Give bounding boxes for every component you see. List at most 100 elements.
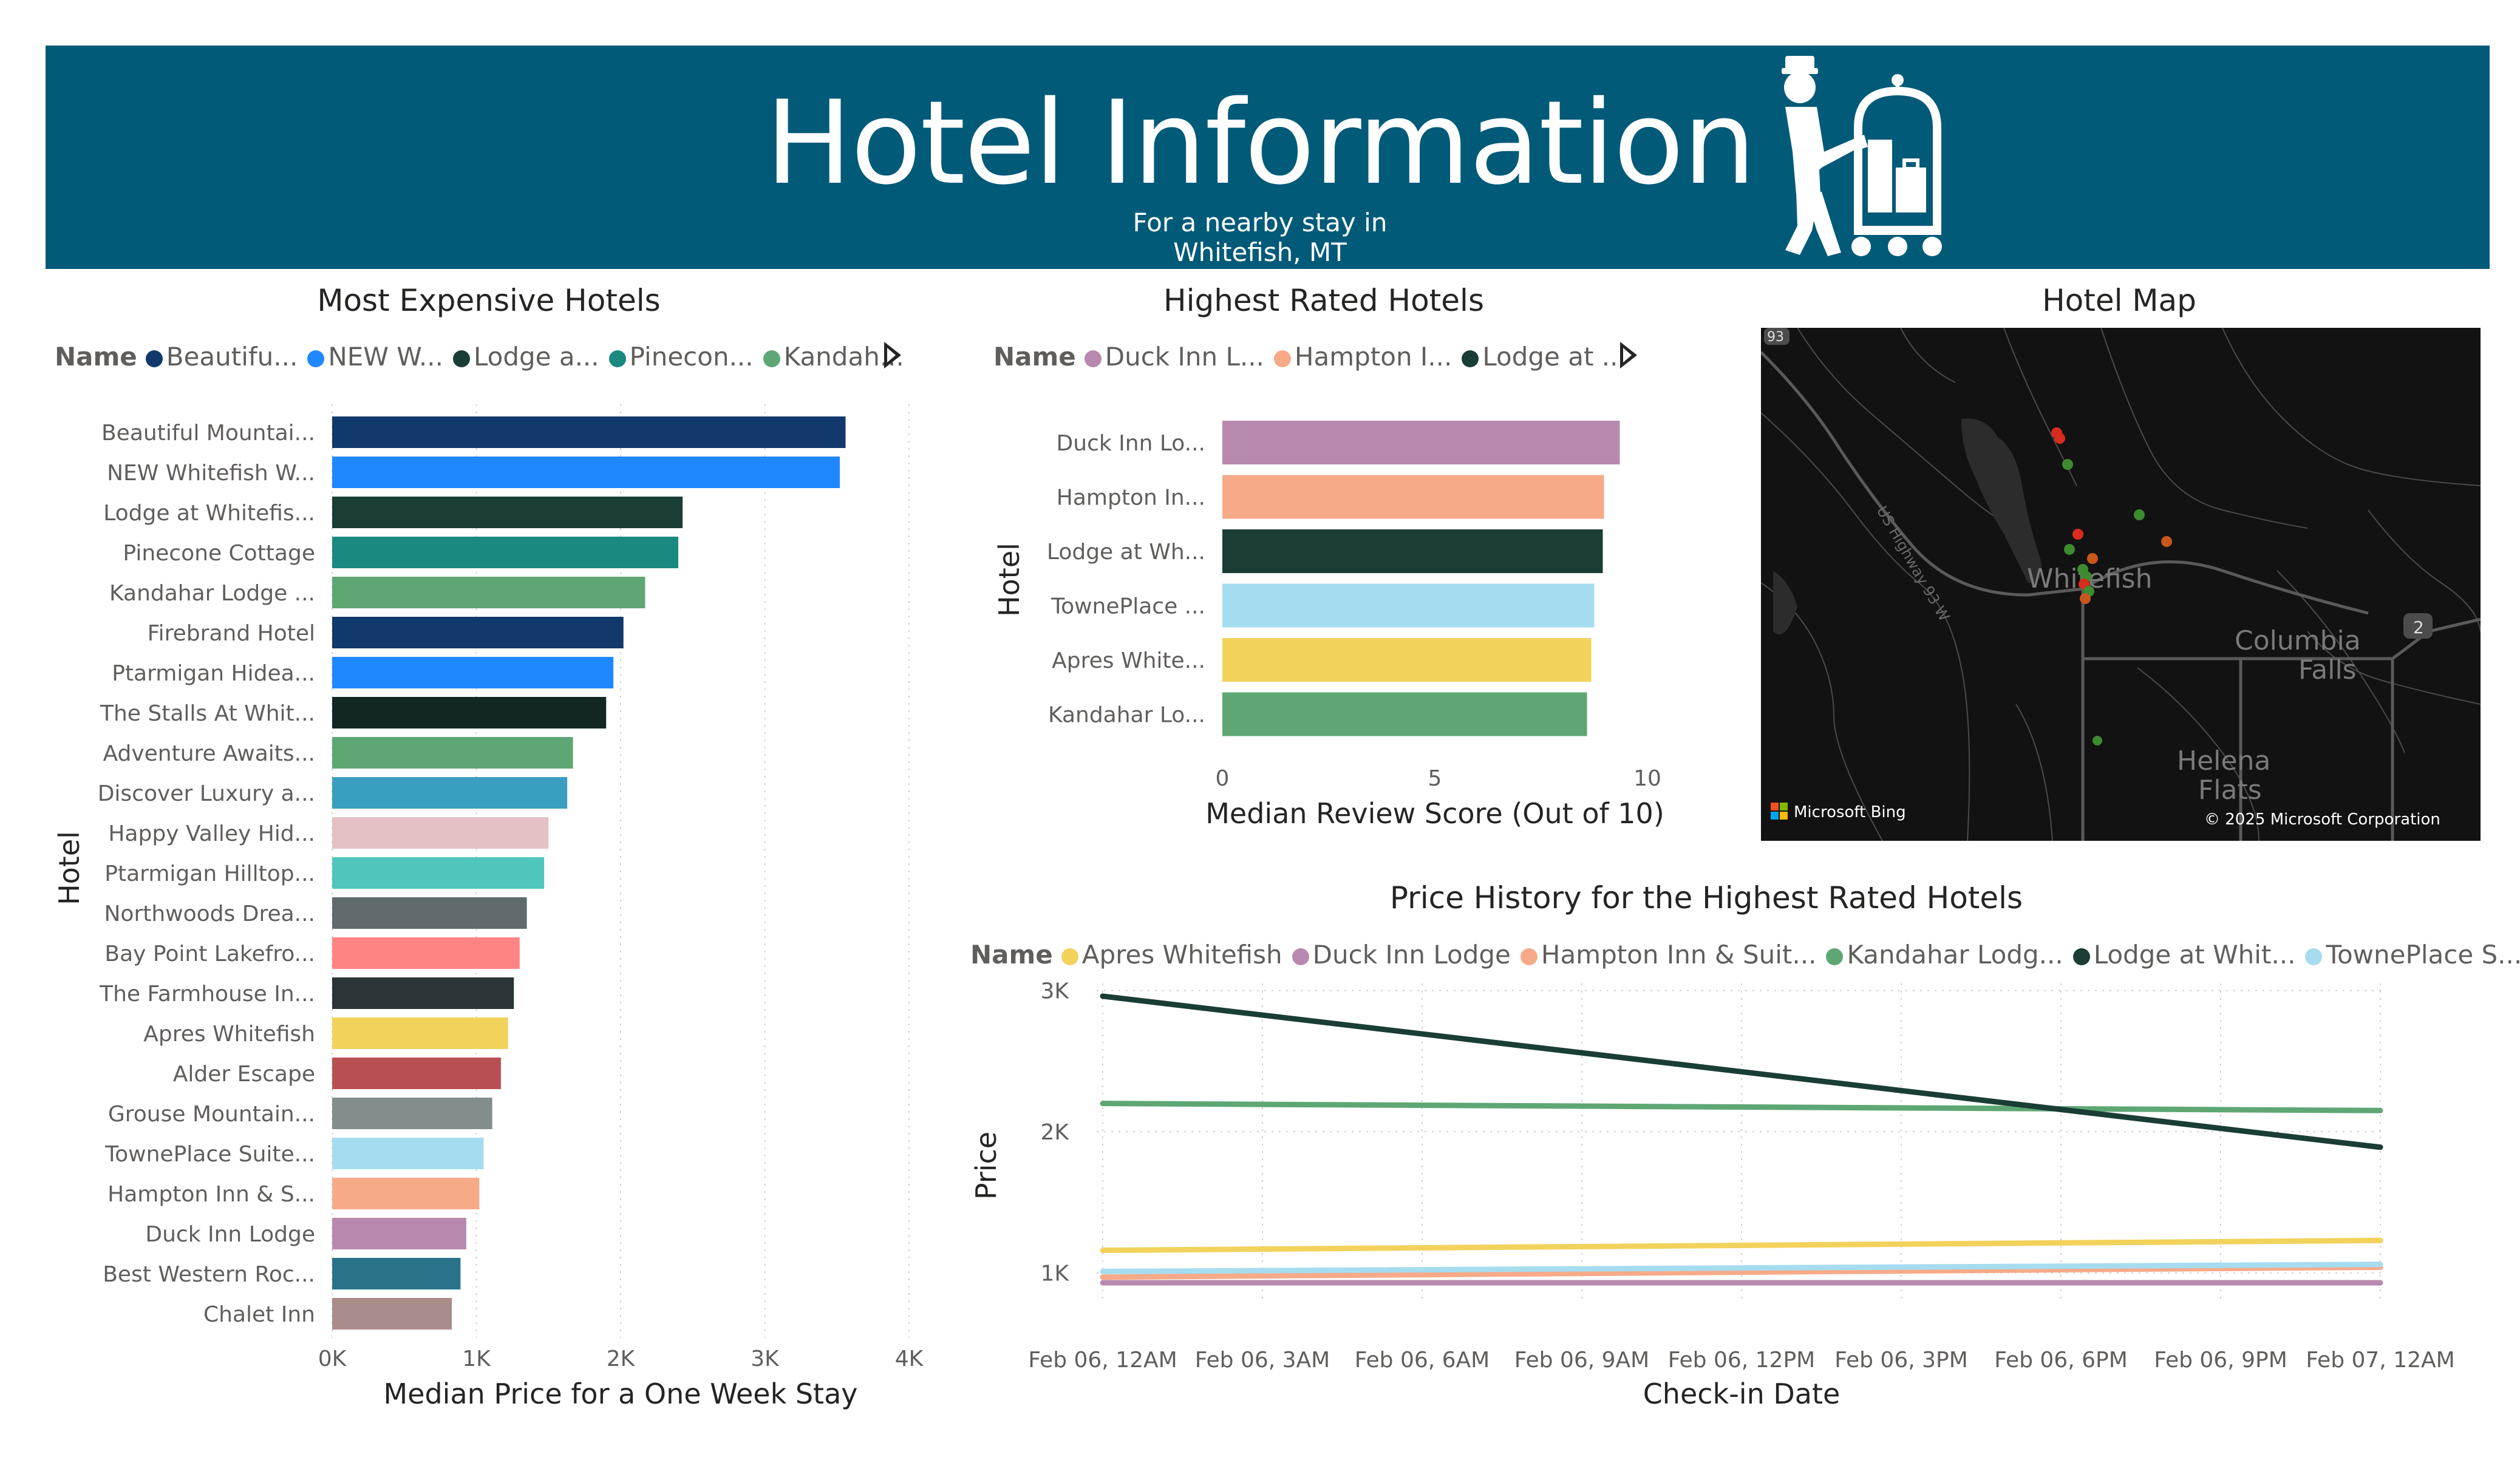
history-chart-title: Price History for the Highest Rated Hote… — [1389, 880, 2023, 915]
legend-item[interactable]: Kandah... — [763, 342, 904, 372]
x-tick-label: Feb 06, 12PM — [1668, 1348, 1815, 1373]
x-tick-label: Feb 07, 12AM — [2306, 1348, 2454, 1373]
map-label-falls: Falls — [2298, 654, 2357, 685]
legend-item-label: Pinecon... — [629, 342, 754, 372]
legend-label: Name — [993, 342, 1076, 372]
legend-item[interactable]: NEW W... — [307, 342, 443, 372]
y-axis-title: Hotel — [53, 831, 86, 905]
bar — [332, 1098, 492, 1129]
bar — [1222, 421, 1620, 464]
legend-item[interactable]: Lodge at Whit... — [2072, 940, 2296, 970]
x-tick-label: Feb 06, 6PM — [1994, 1348, 2128, 1373]
expensive-bar-chart: Beautiful Mountai... NEW Whitefish W... Lo… — [53, 404, 924, 1410]
legend-item[interactable]: Beautifu... — [145, 342, 298, 372]
bar — [332, 857, 545, 889]
rated-chart-title: Highest Rated Hotels — [1163, 283, 1484, 318]
legend-item-label: Kandah... — [783, 342, 904, 372]
legend-item[interactable]: Apres Whitefish — [1061, 940, 1282, 970]
bar — [332, 777, 568, 809]
hotel-map[interactable]: Whitefish Columbia Falls Helena Flats US… — [1761, 328, 2481, 841]
map-copyright: © 2025 Microsoft Corporation — [2204, 810, 2440, 829]
bar — [1222, 475, 1604, 519]
category-label: TownePlace ... — [1051, 594, 1205, 619]
category-label: Best Western Roc... — [103, 1262, 315, 1287]
bar — [332, 897, 527, 929]
legend-item-label: Hampton I... — [1294, 342, 1452, 372]
legend-item-label: Lodge at ... — [1482, 342, 1626, 372]
x-tick-label: 4K — [895, 1347, 924, 1371]
category-label: Kandahar Lo... — [1048, 703, 1205, 728]
series-line — [1100, 1262, 2383, 1274]
legend-item-label: Kandahar Lodg... — [1847, 940, 2063, 970]
bar — [332, 617, 624, 648]
category-label: Discover Luxury a... — [98, 781, 315, 806]
expensive-legend: Name Beautifu... NEW W... Lodge a... Pinecon… — [55, 342, 914, 372]
legend-item-label: Lodge at Whit... — [2093, 940, 2296, 970]
legend-label: Name — [970, 940, 1053, 970]
map-canvas: Whitefish Columbia Falls Helena Flats US… — [1761, 328, 2481, 841]
category-label: Grouse Mountain... — [108, 1102, 315, 1127]
legend-next-arrow-icon[interactable] — [884, 342, 901, 368]
category-label: Adventure Awaits... — [103, 741, 315, 766]
category-label: Lodge at Wh... — [1047, 540, 1205, 565]
legend-item-label: Duck Inn L... — [1105, 342, 1264, 372]
category-label: Ptarmigan Hilltop... — [104, 861, 315, 886]
x-tick-label: Feb 06, 9PM — [2154, 1348, 2287, 1373]
x-axis-title: Check-in Date — [1643, 1377, 1841, 1410]
legend-dot — [452, 350, 470, 367]
legend-dot — [1273, 350, 1291, 367]
legend-item[interactable]: Lodge a... — [452, 342, 599, 372]
legend-dot — [763, 350, 780, 367]
legend-dot — [307, 350, 325, 367]
category-label: Pinecone Cottage — [123, 541, 315, 566]
category-label: Firebrand Hotel — [148, 621, 315, 646]
category-label: Lodge at Whitefis... — [103, 501, 315, 526]
hotel-markers[interactable] — [2051, 427, 2172, 745]
legend-dot — [1084, 350, 1102, 367]
category-label: Apres White... — [1052, 648, 1205, 673]
x-tick-label: Feb 06, 9AM — [1514, 1348, 1649, 1373]
bar — [332, 1218, 466, 1249]
legend-item[interactable]: TownePlace S... — [2305, 940, 2520, 970]
map-label-columbia: Columbia — [2235, 625, 2361, 656]
map-label-highway: US Highway 93 W — [1873, 503, 1953, 624]
bar — [1222, 638, 1592, 682]
bar — [332, 737, 573, 769]
legend-item[interactable]: Duck Inn Lodge — [1292, 940, 1511, 970]
bar — [332, 977, 514, 1009]
series-line — [1100, 1264, 2383, 1280]
y-tick-label: 2K — [1040, 1120, 1069, 1145]
route-93-shield-icon — [1764, 328, 1790, 345]
category-label: Ptarmigan Hidea... — [112, 661, 315, 686]
bar — [332, 697, 607, 728]
legend-dot — [1061, 948, 1078, 965]
x-tick-label: Feb 06, 12AM — [1028, 1348, 1177, 1373]
bellhop-luggage-cart-icon — [1782, 56, 1942, 256]
category-label: Duck Inn Lodge — [145, 1222, 315, 1247]
map-terrain — [1761, 328, 2481, 841]
legend-item[interactable]: Pinecon... — [608, 342, 754, 372]
legend-item-label: TownePlace S... — [2326, 940, 2520, 970]
header-banner — [46, 46, 2490, 269]
legend-item[interactable]: Lodge at ... — [1462, 342, 1626, 372]
legend-item[interactable]: Hampton Inn & Suit... — [1520, 940, 1817, 970]
legend-item-label: Hampton Inn & Suit... — [1541, 940, 1817, 970]
legend-item[interactable]: Duck Inn L... — [1084, 342, 1264, 372]
legend-next-arrow-icon[interactable] — [1620, 342, 1637, 368]
legend-dot — [1462, 350, 1479, 367]
y-tick-label: 3K — [1040, 979, 1069, 1004]
series-line — [1100, 993, 2383, 1150]
whitefish-lake — [1961, 418, 2042, 583]
legend-item[interactable]: Kandahar Lodg... — [1826, 940, 2063, 970]
legend-label: Name — [55, 342, 137, 372]
bar — [332, 1058, 501, 1089]
legend-item[interactable]: Hampton I... — [1273, 342, 1452, 372]
bar — [332, 577, 645, 608]
x-tick-label: 0 — [1216, 766, 1230, 791]
x-tick-label: Feb 06, 6AM — [1355, 1348, 1490, 1373]
map-label-flats: Flats — [2198, 775, 2262, 806]
category-label: Chalet Inn — [203, 1302, 315, 1327]
y-tick-label: 1K — [1040, 1262, 1069, 1286]
bar — [332, 537, 678, 568]
map-route-93: 93 — [1767, 330, 1784, 345]
